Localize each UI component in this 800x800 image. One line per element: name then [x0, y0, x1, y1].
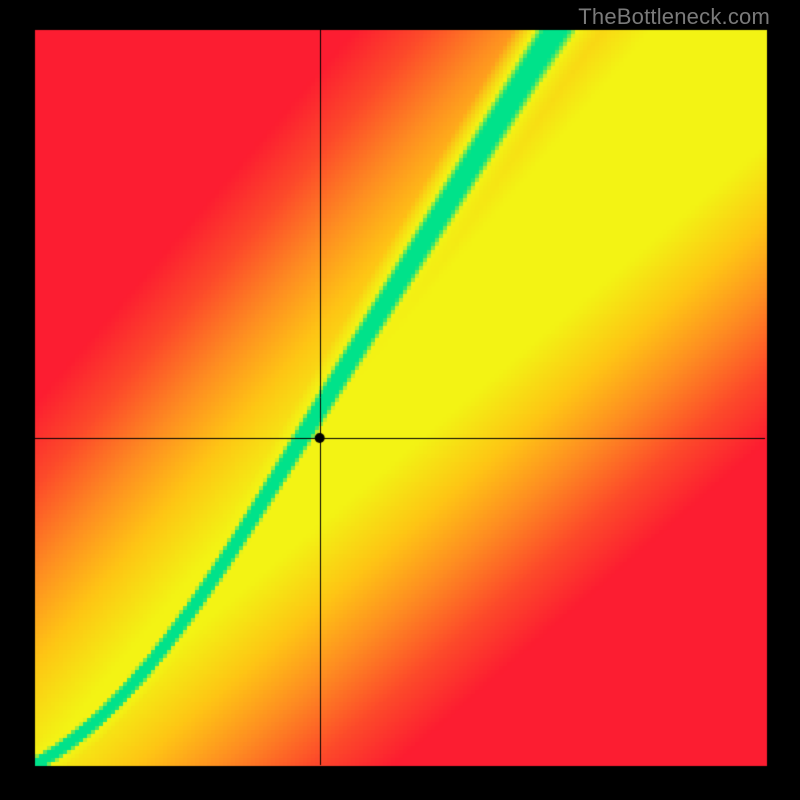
- watermark-text: TheBottleneck.com: [578, 4, 770, 30]
- bottleneck-heatmap: [0, 0, 800, 800]
- chart-root: TheBottleneck.com: [0, 0, 800, 800]
